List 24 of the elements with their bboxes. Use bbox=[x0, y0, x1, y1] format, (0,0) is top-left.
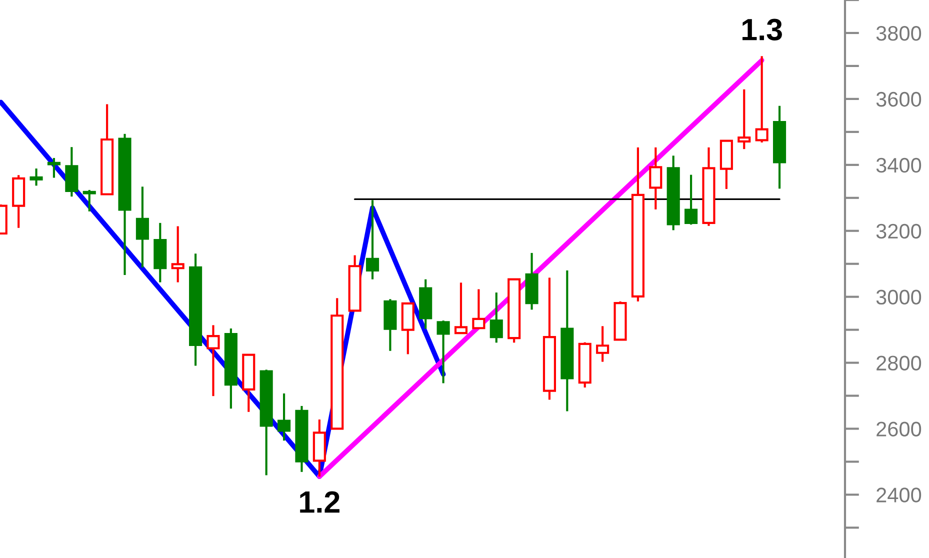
candlestick bbox=[171, 225, 184, 284]
y-tick-label: 3000 bbox=[876, 290, 922, 305]
y-tick-label: 2800 bbox=[876, 356, 922, 371]
candlestick bbox=[136, 186, 149, 268]
y-tick-label: 3400 bbox=[876, 158, 922, 173]
candlestick bbox=[154, 222, 167, 284]
candlestick bbox=[295, 404, 308, 473]
annotation: 1.2 bbox=[300, 491, 340, 513]
candlestick bbox=[649, 146, 662, 210]
candlestick bbox=[525, 252, 538, 311]
annotation: 1.3 bbox=[742, 18, 782, 40]
candlestick bbox=[560, 269, 574, 412]
y-tick-label: 2400 bbox=[876, 488, 922, 502]
candlestick bbox=[118, 132, 132, 276]
y-tick-label: 3600 bbox=[876, 92, 922, 107]
candlestick bbox=[189, 252, 202, 367]
candlestick bbox=[277, 392, 291, 442]
candlestick bbox=[772, 104, 786, 190]
candlestick bbox=[206, 324, 220, 398]
candlestick bbox=[30, 167, 43, 187]
y-tick-label: 3200 bbox=[876, 224, 922, 239]
candlestick bbox=[312, 418, 326, 478]
y-tick-label: 2600 bbox=[876, 422, 922, 436]
y-tick-label: 3800 bbox=[876, 26, 922, 41]
